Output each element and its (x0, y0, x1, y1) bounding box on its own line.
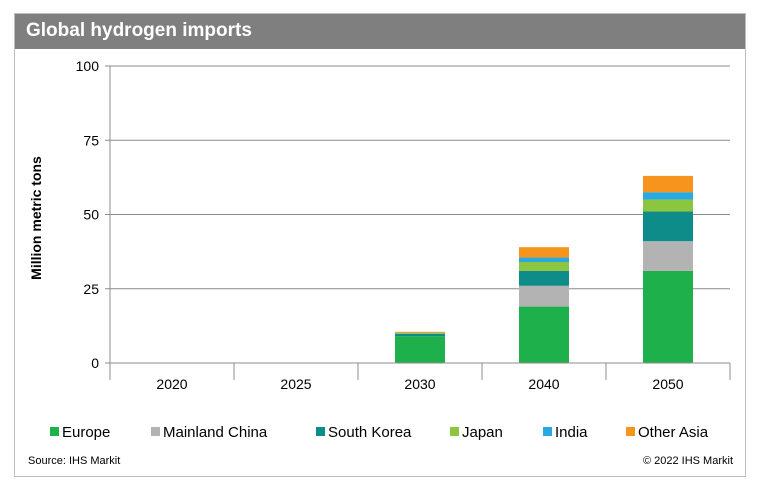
bar-segment-japan-2040 (519, 262, 569, 271)
bar-segment-other-asia-2030 (395, 331, 445, 333)
y-tick-label: 25 (83, 281, 99, 297)
y-tick-label: 75 (83, 132, 99, 148)
x-tick-label: 2040 (528, 376, 559, 392)
bar-segment-japan-2030 (395, 333, 445, 334)
bar-segment-india-2050 (643, 192, 693, 200)
legend: Europe Mainland China South Korea Japan Indi… (50, 424, 709, 441)
x-tick-label: 2025 (280, 376, 311, 392)
legend-swatch (543, 427, 552, 436)
x-tick-label: 2020 (156, 376, 187, 392)
copyright-note: © 2022 IHS Markit (643, 455, 733, 467)
y-tick-labels: 0 25 50 75 100 (76, 58, 100, 371)
y-tick-label: 50 (83, 207, 99, 223)
bar-segment-south-korea-2040 (519, 270, 569, 286)
gridlines (105, 65, 730, 364)
bar-segment-south-korea-2050 (643, 211, 693, 242)
legend-label: Europe (62, 424, 110, 441)
legend-swatch (626, 427, 635, 436)
legend-label: South Korea (328, 424, 412, 441)
legend-label: Other Asia (638, 424, 709, 441)
legend-label: Japan (462, 424, 503, 441)
bar-segment-europe-2040 (519, 306, 569, 363)
legend-swatch (316, 427, 325, 436)
x-tick-labels: 2020 2025 2030 2040 2050 (156, 376, 683, 392)
x-tick-label: 2050 (652, 376, 683, 392)
title-bar: Global hydrogen imports (15, 14, 745, 49)
bar-segment-mainland-china-2040 (519, 285, 569, 307)
legend-label: India (555, 424, 588, 441)
y-tick-label: 0 (91, 355, 99, 371)
bar-segment-other-asia-2050 (643, 175, 693, 193)
bar-segment-mainland-china-2050 (643, 241, 693, 271)
bar-segment-other-asia-2040 (519, 247, 569, 258)
bar-segment-japan-2050 (643, 199, 693, 212)
bar-segment-europe-2050 (643, 270, 693, 363)
source-note: Source: IHS Markit (28, 455, 120, 467)
chart-title: Global hydrogen imports (26, 20, 252, 41)
legend-swatch (450, 427, 459, 436)
bars (395, 175, 693, 363)
bar-segment-europe-2030 (395, 336, 445, 363)
chart-frame: Global hydrogen imports (14, 13, 746, 477)
legend-label: Mainland China (163, 424, 268, 441)
y-tick-label: 100 (76, 58, 100, 74)
x-tick-label: 2030 (404, 376, 435, 392)
legend-swatch (50, 427, 59, 436)
y-axis-title: Million metric tons (28, 156, 44, 280)
bar-segment-south-korea-2030 (395, 333, 445, 337)
axes (109, 66, 731, 380)
legend-swatch (151, 427, 160, 436)
bar-segment-india-2040 (519, 257, 569, 263)
